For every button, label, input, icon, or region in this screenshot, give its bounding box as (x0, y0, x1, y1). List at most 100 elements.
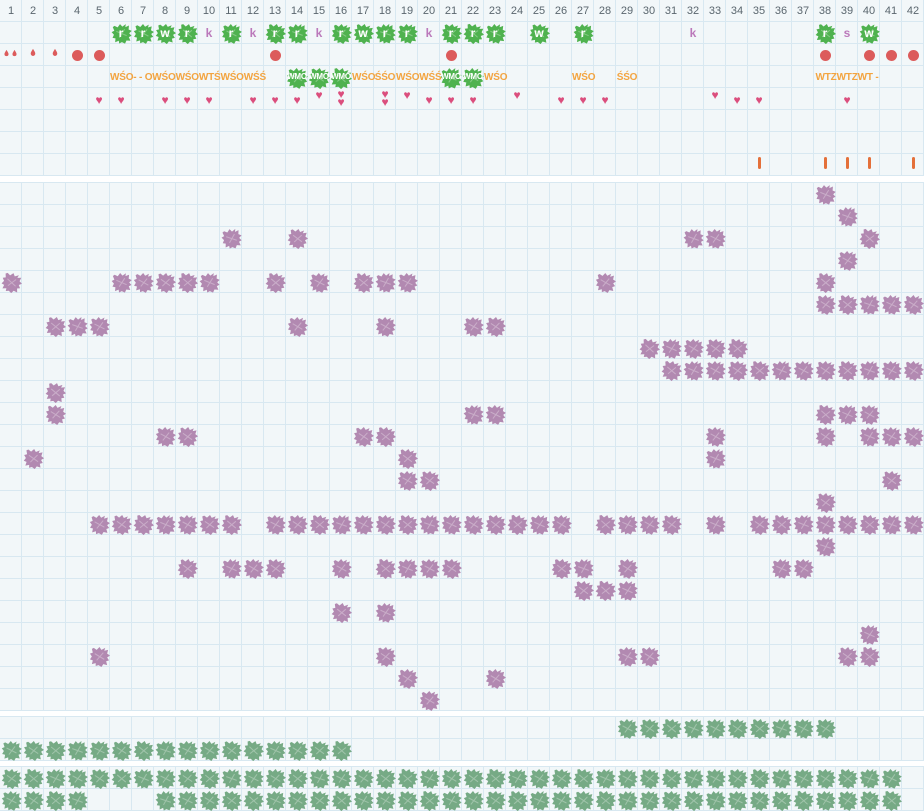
sage-scribble-icon (769, 788, 793, 811)
purple-scribble-icon (219, 225, 244, 251)
heart-icon: ♥ (271, 93, 279, 107)
purple-scribble-icon (879, 512, 904, 537)
purple-scribble-icon (198, 513, 221, 536)
purple-scribble-icon (0, 270, 24, 295)
week-number: 41 (884, 5, 898, 17)
purple-scribble-icon (330, 557, 352, 579)
purple-scribble-icon (483, 512, 507, 536)
sage-scribble-icon (593, 788, 617, 811)
purple-scribble-icon (373, 600, 397, 624)
sage-scribble-icon (835, 766, 859, 790)
week-number: 40 (862, 5, 876, 17)
purple-scribble-icon (836, 645, 859, 668)
sage-scribble-icon (219, 738, 243, 762)
heart-icon: ♥ (843, 93, 851, 107)
purple-scribble-icon (219, 512, 244, 537)
sage-scribble-icon (308, 739, 331, 762)
sage-scribble-icon (394, 766, 420, 791)
week-number: 25 (532, 5, 546, 17)
purple-scribble-icon (43, 380, 68, 405)
heart-icon: ♥ (161, 93, 169, 107)
purple-scribble-icon (373, 556, 398, 581)
sage-scribble-icon (0, 739, 23, 762)
purple-scribble-icon (374, 513, 396, 535)
week-number: 37 (796, 5, 810, 17)
week-number: 4 (73, 5, 81, 17)
purple-scribble-icon (813, 182, 838, 207)
week-number: 15 (312, 5, 326, 17)
sage-scribble-icon (264, 767, 286, 789)
letter-mark: r (294, 26, 300, 40)
purple-scribble-icon (814, 491, 837, 514)
purple-scribble-icon (286, 513, 308, 535)
purple-scribble-icon (615, 578, 639, 602)
code-label: ŚŚO (616, 72, 638, 83)
sage-scribble-icon (813, 788, 837, 811)
letter-mark: r (338, 26, 344, 40)
sage-scribble-icon (792, 767, 815, 790)
purple-scribble-icon (902, 359, 924, 381)
code-label: WŚOWŚŚ (396, 72, 442, 83)
sage-scribble-icon (240, 788, 266, 811)
heart-icon: ♥ (469, 93, 477, 107)
sage-scribble-icon (681, 716, 706, 741)
week-number: 3 (51, 5, 59, 17)
sage-scribble-icon (703, 787, 728, 811)
sage-scribble-icon (462, 767, 485, 790)
code-label: WŚO (484, 72, 508, 83)
sage-scribble-icon (22, 789, 44, 811)
purple-scribble-icon (571, 578, 595, 602)
week-number: 34 (730, 5, 744, 17)
letter-mark: k (425, 26, 433, 40)
bottom-band-1 (0, 716, 924, 763)
week-number: 31 (664, 5, 678, 17)
sage-scribble-icon (286, 739, 308, 761)
purple-scribble-icon (484, 315, 507, 338)
sage-scribble-icon (219, 788, 243, 811)
purple-scribble-icon (615, 512, 639, 536)
week-number: 16 (334, 5, 348, 17)
purple-scribble-icon (792, 557, 814, 579)
purple-scribble-icon (110, 513, 133, 536)
letter-mark: w (358, 26, 368, 40)
week-number: 2 (29, 5, 37, 17)
purple-scribble-icon (857, 424, 882, 449)
purple-scribble-icon (857, 644, 882, 669)
purple-scribble-icon (176, 425, 199, 448)
sage-scribble-icon (638, 789, 661, 811)
week-number: 24 (510, 5, 524, 17)
red-dot-icon (71, 49, 83, 61)
purple-scribble-icon (109, 270, 133, 294)
sage-scribble-icon (0, 789, 23, 811)
week-number: 36 (774, 5, 788, 17)
sage-scribble-icon (747, 766, 771, 790)
sage-scribble-icon (769, 716, 794, 741)
purple-scribble-icon (814, 425, 837, 448)
purple-scribble-icon (373, 270, 398, 295)
purple-scribble-icon (462, 513, 484, 535)
sage-scribble-icon (858, 789, 881, 811)
heart-icon: ♥ (381, 95, 389, 109)
purple-scribble-icon (374, 315, 396, 337)
purple-scribble-icon (636, 336, 662, 361)
heart-icon: ♥ (381, 87, 389, 101)
orange-tick-icon (757, 157, 761, 169)
week-number: 27 (576, 5, 590, 17)
purple-scribble-icon (351, 270, 375, 294)
week-number: 21 (444, 5, 458, 17)
purple-scribble-icon (813, 402, 838, 427)
heart-icon: ♥ (315, 88, 323, 102)
purple-scribble-icon (814, 359, 836, 381)
week-number: 17 (356, 5, 370, 17)
red-dot-icon (907, 49, 919, 61)
heart-icon: ♥ (205, 93, 213, 107)
sage-scribble-icon (131, 738, 155, 762)
purple-scribble-icon (616, 557, 638, 579)
code-label: WTZWTZWT - (815, 72, 879, 83)
purple-scribble-icon (879, 292, 903, 316)
letter-mark: r (118, 26, 124, 40)
week-number: 5 (95, 5, 103, 17)
sage-scribble-icon (88, 767, 111, 790)
sage-scribble-icon (175, 788, 199, 811)
heart-icon: ♥ (403, 88, 411, 102)
